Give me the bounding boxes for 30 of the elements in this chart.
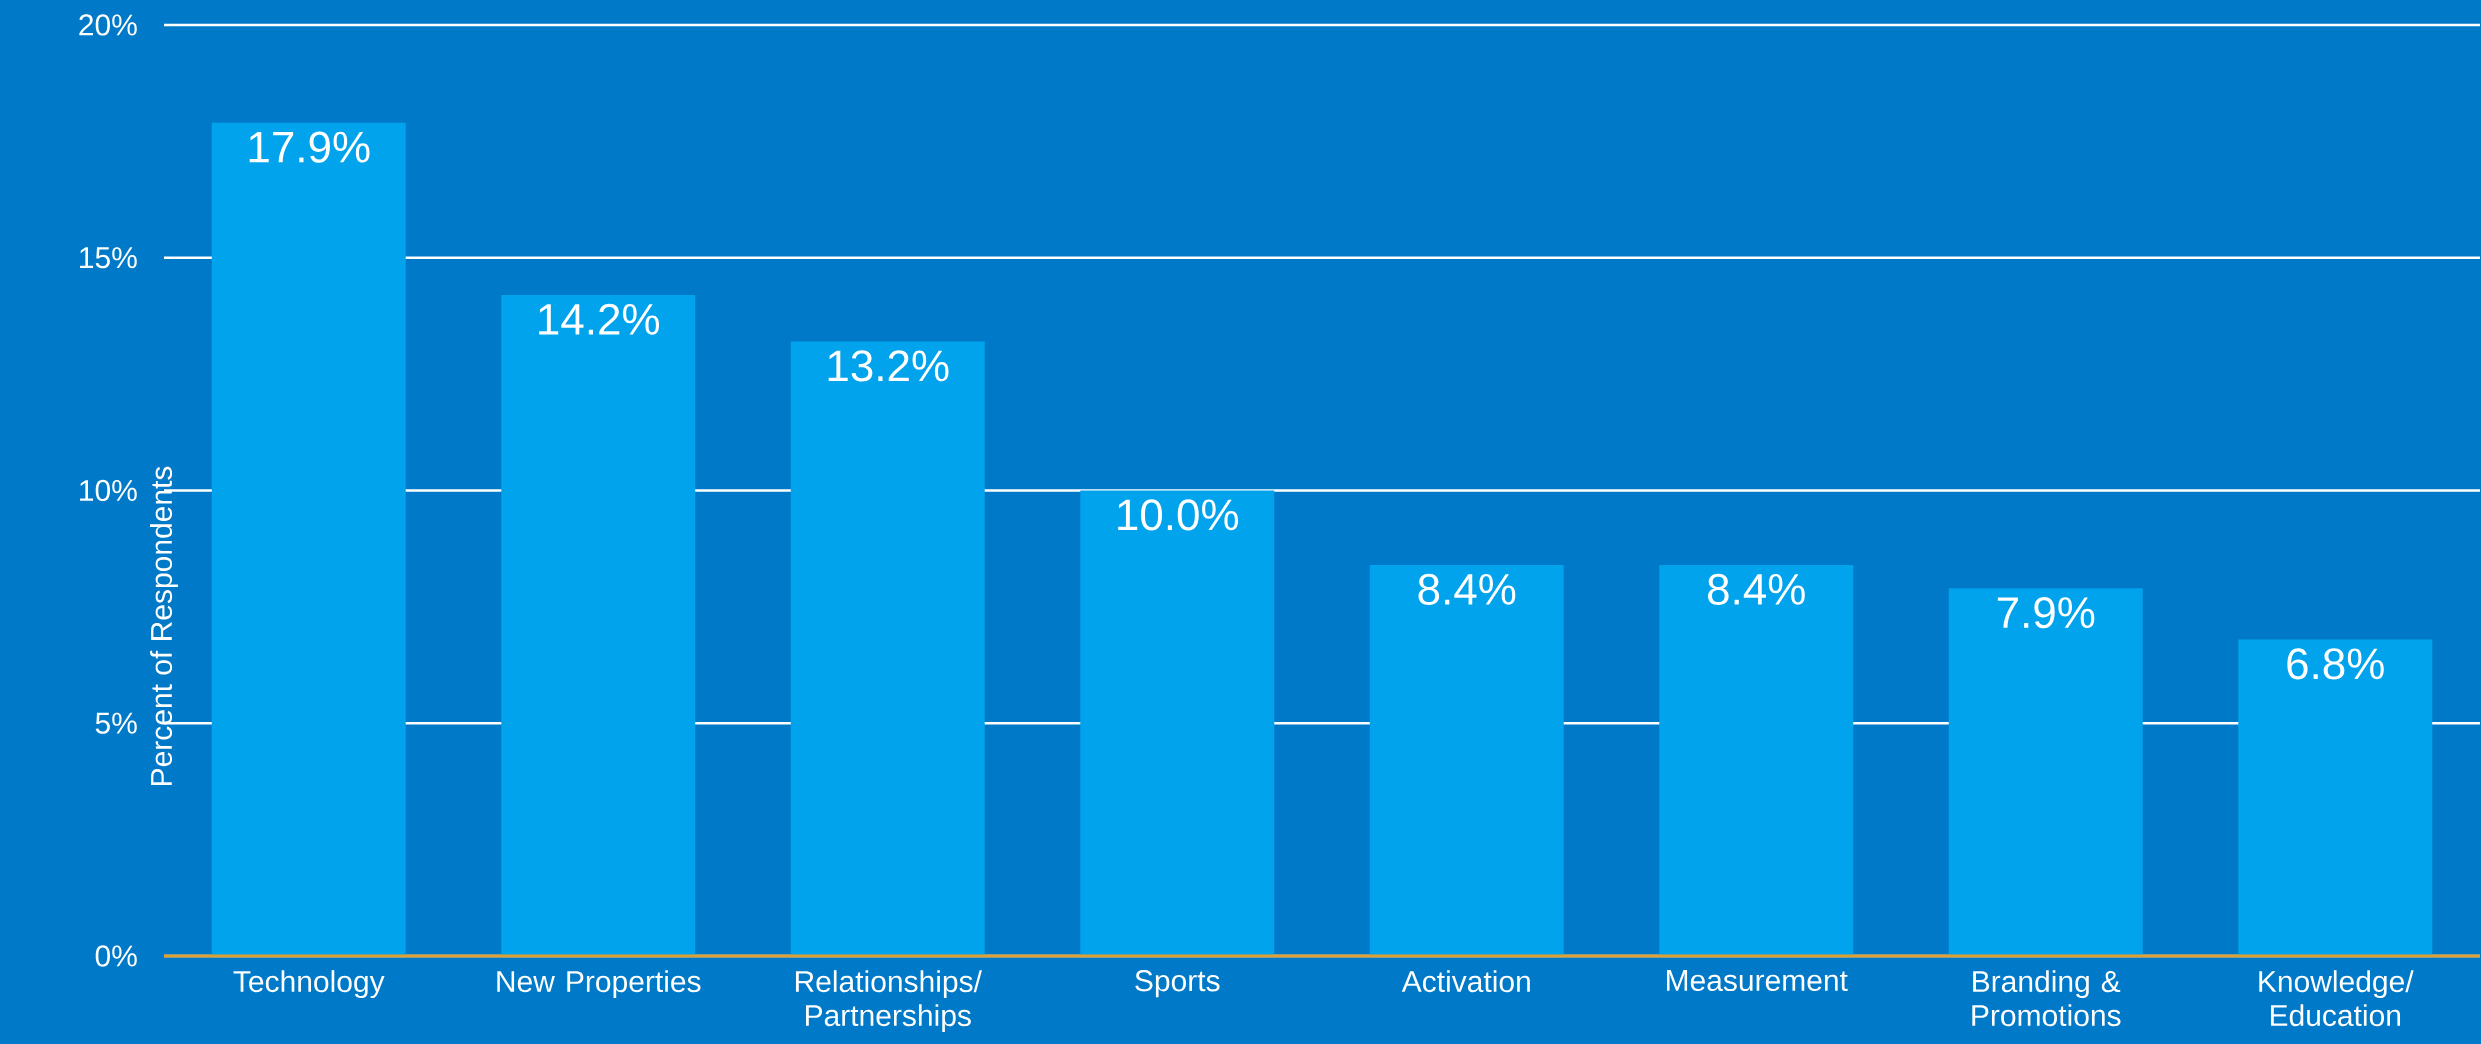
y-tick-label: 20% [79, 14, 137, 36]
bar [2238, 639, 2433, 956]
bar [1659, 564, 1854, 956]
bar [211, 122, 406, 956]
x-tick-label: Measurement [1666, 970, 1848, 992]
y-tick-label: 15% [80, 247, 137, 269]
data-label: 6.8% [2287, 648, 2384, 680]
x-tick-label: Relationships/ Partnerships [795, 970, 982, 1033]
data-label: 7.9% [1997, 597, 2095, 629]
y-tick-label: 10% [80, 479, 137, 502]
data-label: 10.0% [1118, 499, 1239, 531]
data-label: 17.9% [249, 131, 370, 163]
x-tick-label: Branding & Promotions [1972, 970, 2121, 1027]
data-label: 8.4% [1707, 573, 1805, 605]
x-tick-label: Activation [1401, 970, 1530, 993]
x-tick-label: New Properties [497, 970, 701, 999]
x-tick-label: Technology [233, 970, 385, 999]
bar [1080, 490, 1275, 956]
bar [501, 294, 696, 956]
x-tick-label: Knowledge/ Education [2259, 970, 2414, 1027]
data-label: 8.4% [1418, 573, 1516, 605]
y-axis-title: Percent of Respondents [150, 466, 178, 785]
data-label: 13.2% [828, 350, 949, 382]
bar [1369, 564, 1564, 956]
x-tick-label: Sports [1135, 970, 1220, 998]
y-tick-label: 5% [95, 712, 137, 734]
bar [1948, 588, 2143, 956]
y-tick-label: 0% [95, 945, 137, 967]
bar [790, 341, 985, 956]
data-label: 14.2% [539, 303, 660, 335]
